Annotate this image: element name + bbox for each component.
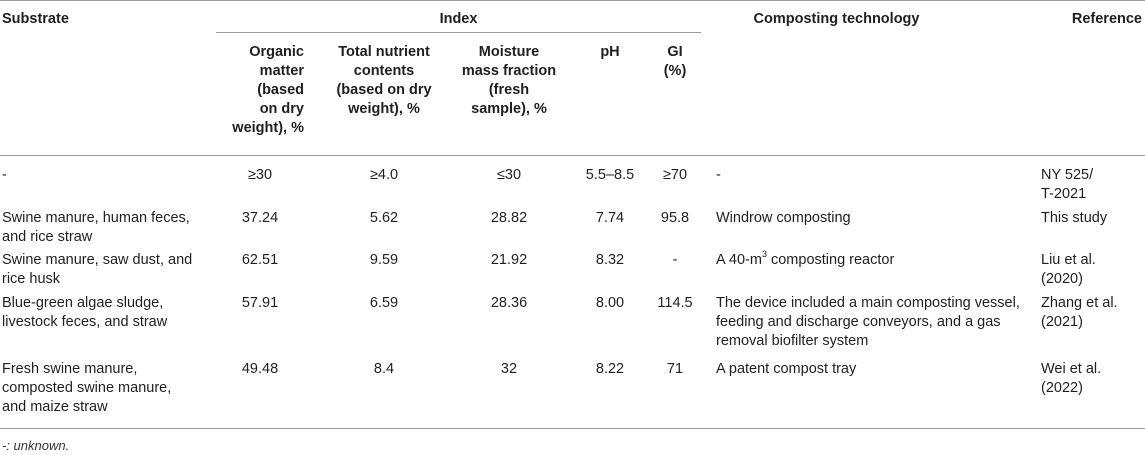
row1-substrate: - <box>2 167 7 183</box>
row4-technology: The device included a main composting ve… <box>716 295 1020 349</box>
row5-reference: Wei et al. (2022) <box>1041 361 1102 396</box>
row3-reference: Liu et al. (2020) <box>1041 252 1096 287</box>
index-underline <box>216 32 701 33</box>
row4-substrate: Blue-green algae sludge, livestock feces… <box>2 295 168 330</box>
row2-mm: 28.82 <box>490 210 528 226</box>
row2-technology: Windrow composting <box>716 210 851 226</box>
header-substrate: Substrate <box>2 11 69 27</box>
row2-reference: This study <box>1041 210 1108 226</box>
row3-substrate: Swine manure, saw dust, and rice husk <box>2 252 193 287</box>
row4-tn: 6.59 <box>369 295 399 311</box>
header-moisture: Moisture mass fraction (fresh sample), % <box>461 44 557 117</box>
row5-gi: 71 <box>666 361 684 377</box>
header-gi: GI (%) <box>663 44 687 79</box>
header-bottom-rule <box>0 155 1145 156</box>
row1-reference: NY 525/ T-2021 <box>1041 167 1094 202</box>
row3-mm: 21.92 <box>490 252 528 268</box>
row3-gi: - <box>672 252 678 268</box>
table-footnote: -: unknown. <box>2 438 70 453</box>
row5-mm: 32 <box>500 361 518 377</box>
row1-technology: - <box>716 167 721 183</box>
row5-substrate: Fresh swine manure, composted swine manu… <box>2 361 172 415</box>
row3-tn: 9.59 <box>369 252 399 268</box>
row2-substrate: Swine manure, human feces, and rice stra… <box>2 210 190 245</box>
row5-ph: 8.22 <box>595 361 625 377</box>
row4-gi: 114.5 <box>657 295 693 311</box>
row3-om: 62.51 <box>241 252 279 268</box>
row1-gi: ≥70 <box>662 167 688 183</box>
header-composting-technology: Composting technology <box>753 11 920 27</box>
row1-om: ≥30 <box>247 167 273 183</box>
row5-om: 49.48 <box>241 361 279 377</box>
header-reference: Reference <box>1071 11 1142 27</box>
row5-technology: A patent compost tray <box>716 361 857 377</box>
row1-ph: 5.5–8.5 <box>585 167 635 183</box>
header-organic-matter: Organic matter (based on dry weight), % <box>232 44 304 136</box>
row2-gi: 95.8 <box>660 210 690 226</box>
header-total-nutrient: Total nutrient contents (based on dry we… <box>336 44 432 117</box>
table-bottom-rule <box>0 428 1145 429</box>
row2-ph: 7.74 <box>595 210 625 226</box>
row3-technology: A 40-m3 composting reactor <box>716 249 895 268</box>
row5-tn: 8.4 <box>373 361 395 377</box>
row4-om: 57.91 <box>241 295 279 311</box>
row1-tn: ≥4.0 <box>369 167 399 183</box>
row4-mm: 28.36 <box>490 295 528 311</box>
row4-ph: 8.00 <box>595 295 625 311</box>
row1-mm: ≤30 <box>496 167 522 183</box>
table-top-rule <box>0 0 1145 1</box>
row4-reference: Zhang et al. (2021) <box>1041 295 1118 330</box>
header-index: Index <box>439 11 478 27</box>
row2-tn: 5.62 <box>369 210 399 226</box>
row3-ph: 8.32 <box>595 252 625 268</box>
row2-om: 37.24 <box>241 210 279 226</box>
header-ph: pH <box>600 44 620 60</box>
